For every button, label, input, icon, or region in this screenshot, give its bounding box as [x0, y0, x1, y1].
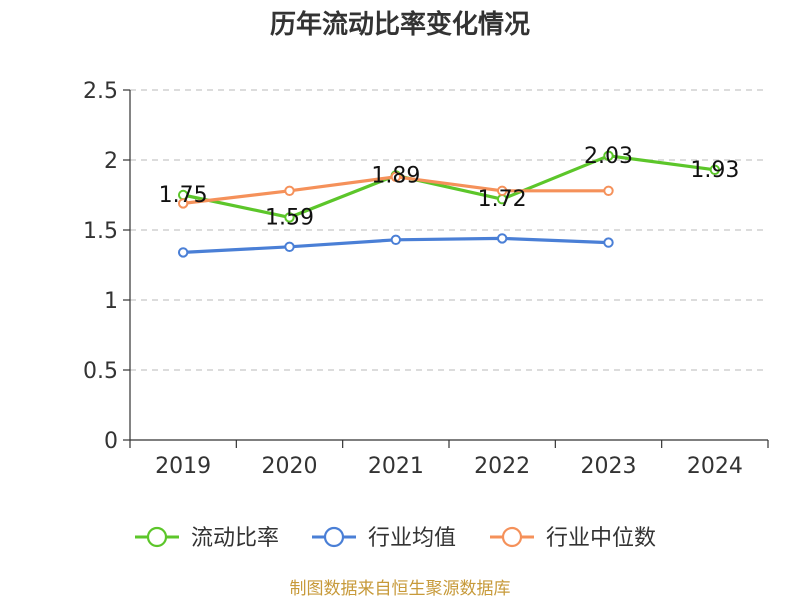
y-tick-labels: 0 0.5 1 1.5 2 2.5: [83, 79, 118, 454]
data-point: [284, 241, 295, 253]
x-tick-label: 2019: [155, 454, 211, 479]
x-tick-labels: 2019 2020 2021 2022 2023 2024: [155, 454, 743, 479]
x-tick-label: 2020: [262, 454, 318, 479]
legend-marker: [146, 526, 168, 548]
data-label: 2.03: [584, 144, 633, 169]
legend-label: 流动比率: [191, 526, 279, 551]
data-point: [390, 171, 402, 183]
chart-title: 历年流动比率变化情况: [270, 9, 530, 40]
data-labels: 1.75 1.59 1.89 1.72 2.03 1.93: [159, 144, 740, 231]
data-point: [603, 237, 614, 248]
y-tick-label: 1.5: [83, 219, 118, 244]
y-tick-label: 2.5: [83, 79, 118, 104]
data-label: 1.75: [159, 183, 208, 208]
data-point: [496, 233, 508, 244]
legend-label: 行业均值: [368, 526, 456, 551]
y-tick-label: 1: [104, 289, 118, 314]
data-point: [603, 150, 614, 162]
data-point: [177, 247, 189, 258]
x-tick-label: 2021: [368, 454, 424, 479]
y-tick-label: 0: [104, 429, 118, 454]
y-tick-label: 0.5: [83, 359, 118, 384]
x-tick-label: 2024: [687, 454, 743, 479]
data-label: 1.93: [690, 158, 739, 183]
x-tick-label: 2023: [581, 454, 637, 479]
series-lines: [181, 154, 717, 254]
legend-marker: [323, 526, 345, 548]
data-point: [496, 185, 508, 197]
axes: [123, 89, 769, 448]
data-point: [603, 185, 614, 197]
data-label: 1.72: [478, 187, 527, 212]
data-point: [284, 212, 295, 223]
data-label: 1.89: [371, 163, 420, 188]
legend: 流动比率 行业均值 行业中位数: [135, 526, 656, 551]
legend-marker: [501, 526, 523, 548]
source-note: 制图数据来自恒生聚源数据库: [290, 579, 511, 599]
legend-label: 行业中位数: [546, 526, 656, 551]
grid-lines: [130, 89, 768, 371]
data-point: [177, 198, 189, 209]
data-point: [284, 185, 295, 197]
data-label: 1.59: [265, 205, 314, 230]
series-line: [181, 154, 717, 219]
y-tick-label: 2: [104, 149, 118, 174]
x-tick-label: 2022: [474, 454, 530, 479]
data-point: [390, 234, 402, 246]
series-points: [177, 150, 721, 258]
data-point: [709, 164, 721, 176]
